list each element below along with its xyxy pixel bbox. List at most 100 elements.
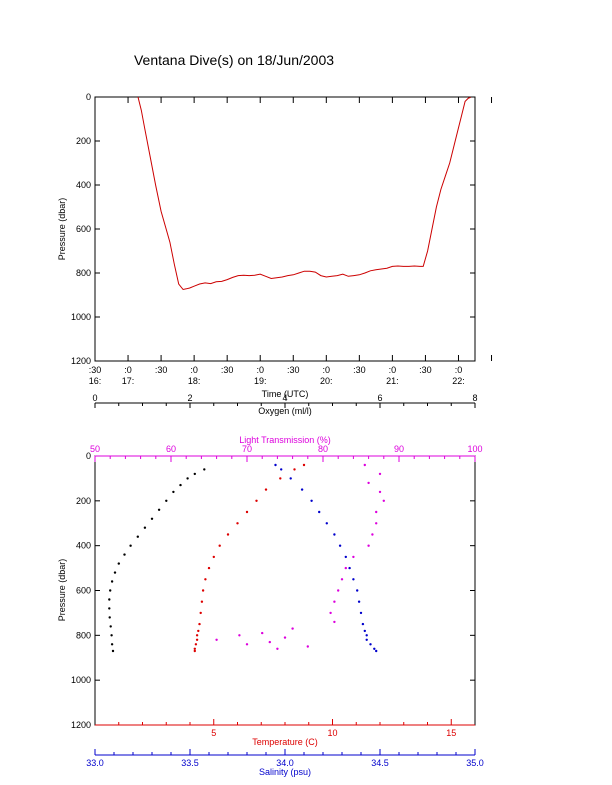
salinity-point xyxy=(375,649,378,653)
light-transmission-point xyxy=(333,620,336,624)
top-xlabel: Time (UTC) xyxy=(262,389,309,399)
oxygen-axis-label: Oxygen (ml/l) xyxy=(258,406,312,416)
temperature-point xyxy=(245,510,249,514)
temperature-point xyxy=(197,629,200,633)
salinity-point xyxy=(318,510,321,514)
oxygen-point xyxy=(108,607,111,610)
top-x-tick-minute: :30 xyxy=(287,365,300,375)
light-transmission-point xyxy=(283,636,287,639)
salinity-tick-label: 34.5 xyxy=(371,758,389,768)
salinity-tick-label: 35.0 xyxy=(466,758,484,768)
oxygen-point xyxy=(109,625,112,628)
temperature-point xyxy=(218,544,221,547)
light-transmission-tick-label: 90 xyxy=(394,444,404,454)
light-transmission-point xyxy=(276,647,279,650)
temperature-point xyxy=(193,647,196,650)
salinity-point xyxy=(365,634,368,637)
bottom-y-tick-label: 1200 xyxy=(71,720,91,730)
light-transmission-point xyxy=(306,645,309,648)
salinity-point xyxy=(361,622,365,626)
salinity-point xyxy=(373,647,376,650)
bottom-y-tick-label: 0 xyxy=(86,451,91,461)
salinity-axis: 33.0 33.5 34.0 34.5 35.0 xyxy=(86,749,484,768)
salinity-point xyxy=(356,589,359,592)
top-x-tick-hour: 18: xyxy=(188,376,201,386)
oxygen-point xyxy=(136,535,139,538)
oxygen-point xyxy=(165,499,168,502)
temperature-point xyxy=(264,488,268,491)
bottom-plot-frame xyxy=(94,455,476,726)
salinity-axis-label: Salinity (psu) xyxy=(259,767,311,777)
oxygen-point xyxy=(110,634,113,637)
light-transmission-tick-label: 60 xyxy=(166,444,176,454)
temperature-point xyxy=(198,622,201,626)
top-x-tick-minute: :30 xyxy=(221,365,234,375)
oxygen-point xyxy=(143,526,147,529)
oxygen-point xyxy=(179,483,182,487)
oxygen-tick-label: 4 xyxy=(282,393,287,403)
oxygen-point xyxy=(203,468,206,471)
top-x-tick-hour: 22: xyxy=(452,376,465,386)
oxygen-tick-label: 6 xyxy=(377,393,382,403)
top-x-tick-hour: 21: xyxy=(386,376,399,386)
top-plot-frame xyxy=(94,96,476,362)
top-y-tick-label: 0 xyxy=(86,92,91,102)
salinity-point xyxy=(333,533,336,536)
temperature-point xyxy=(200,600,204,603)
salinity-point xyxy=(300,488,304,491)
light-transmission-point xyxy=(363,463,366,467)
salinity-point xyxy=(338,544,342,547)
oxygen-point xyxy=(123,553,126,556)
light-transmission-point xyxy=(378,490,382,494)
salinity-tick-label: 34.0 xyxy=(276,758,294,768)
light-transmission-point xyxy=(340,578,344,581)
top-y-tick-label: 600 xyxy=(76,224,91,234)
light-transmission-point xyxy=(268,640,271,644)
top-y-tick-label: 200 xyxy=(76,136,91,146)
salinity-point xyxy=(357,600,361,603)
top-y-tick-label: 400 xyxy=(76,180,91,190)
temperature-point xyxy=(207,566,211,570)
light-transmission-point xyxy=(238,634,241,637)
salinity-point xyxy=(352,578,355,581)
salinity-point xyxy=(289,477,292,480)
light-transmission-point xyxy=(337,589,340,592)
temperature-point xyxy=(195,638,199,641)
light-transmission-point xyxy=(382,499,385,502)
oxygen-point xyxy=(186,477,189,480)
bottom-y-axis-ticks: 0 200 400 600 800 1000 1200 xyxy=(71,451,475,730)
salinity-tick-label: 33.5 xyxy=(181,758,199,768)
temperature-point xyxy=(201,589,205,592)
oxygen-point xyxy=(150,517,154,520)
oxygen-tick-label: 2 xyxy=(187,393,192,403)
profile-points xyxy=(108,463,385,653)
oxygen-point xyxy=(108,598,111,601)
temperature-tick-label: 15 xyxy=(446,728,456,738)
temperature-point xyxy=(195,634,199,637)
light-transmission-point xyxy=(375,522,378,525)
light-transmission-axis-label: Light Transmission (%) xyxy=(239,435,331,445)
top-x-tick-minute: :30 xyxy=(155,365,168,375)
temperature-point xyxy=(236,522,239,525)
light-transmission-point xyxy=(352,555,355,559)
profile-chart: 0 200 400 600 800 1000 1200 0 2 4 6 8 50 60 70 80 90 10… xyxy=(57,393,484,777)
time-pressure-series-line xyxy=(137,96,471,291)
salinity-point xyxy=(344,555,347,559)
top-y-tick-label: 1000 xyxy=(71,312,91,322)
top-x-tick-hour: 19: xyxy=(254,376,267,386)
oxygen-point xyxy=(129,544,132,547)
temperature-point xyxy=(212,555,215,559)
oxygen-point xyxy=(110,643,114,646)
salinity-point xyxy=(363,629,366,633)
temperature-tick-label: 10 xyxy=(327,728,337,738)
salinity-tick-label: 33.0 xyxy=(86,758,104,768)
temperature-point xyxy=(194,643,198,646)
light-transmission-point xyxy=(329,611,332,615)
top-x-tick-minute: :30 xyxy=(353,365,366,375)
light-transmission-axis: 50 60 70 80 90 100 xyxy=(90,444,483,462)
light-transmission-point xyxy=(333,600,336,603)
light-transmission-tick-label: 70 xyxy=(242,444,252,454)
light-transmission-tick-label: 50 xyxy=(90,444,100,454)
salinity-point xyxy=(359,611,363,615)
temperature-axis: 5 10 15 xyxy=(95,719,475,738)
